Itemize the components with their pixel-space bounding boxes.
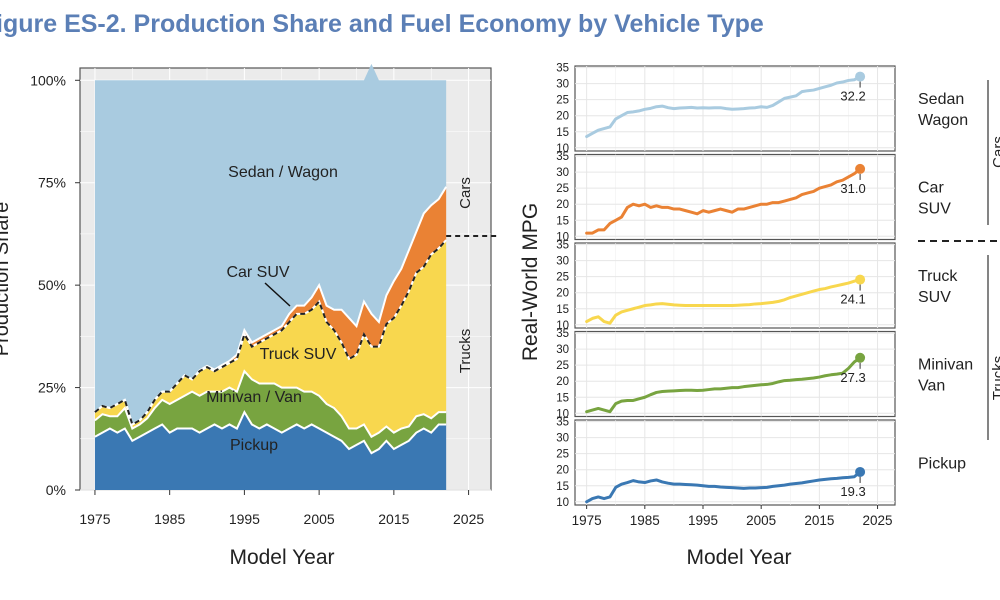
x-tick-label: 1985 [154,511,185,527]
label-truck-suv: Truck SUV [260,346,337,363]
x-tick-label: 1985 [630,513,660,528]
y-axis-title: Real-World MPG [519,203,542,361]
facet-y-tick-label: 15 [556,304,569,316]
facet-label-truck-suv: Truck [918,268,958,285]
final-point-sedan-wagon [855,71,866,82]
facet-y-tick-label: 20 [556,465,569,477]
facet-y-tick-label: 20 [556,111,569,123]
car-truck-divider-line [94,239,447,426]
boundary-line-minivan-van [94,369,447,439]
facet-y-tick-label: 10 [556,143,569,155]
area-truck-suv [94,240,447,437]
facet-y-tick-label: 35 [556,151,569,163]
facet-y-tick-label: 20 [556,288,569,300]
facet-y-tick-label: 30 [556,167,569,179]
facet-y-tick-label: 30 [556,344,569,356]
x-tick-label: 1995 [229,511,260,527]
final-value-label-car-suv: 31.0 [840,181,865,196]
x-tick-label: 1975 [572,513,602,528]
final-value-label-sedan-wagon: 32.2 [840,89,865,104]
y-tick-label: 0% [46,482,66,498]
group-label-trucks: Trucks [990,356,1000,400]
x-tick-label: 1975 [79,511,110,527]
production-share-chart: Sedan / Wagon Car SUV Truck SUV Minivan / V… [0,63,498,569]
mpg-line-pickup [585,470,862,504]
final-point-minivan-van [855,352,866,363]
facet-label-car-suv: SUV [918,201,951,218]
facet-y-tick-label: 35 [556,328,569,340]
mpg-line-car-suv [585,167,862,235]
facet-y-tick-label: 25 [556,95,569,107]
facet-panel-pickup [574,419,896,506]
label-sedan-wagon: Sedan / Wagon [228,164,338,181]
facet-y-tick-label: 10 [556,408,569,420]
facet-label-pickup: Pickup [918,456,966,473]
label-car-suv: Car SUV [226,264,289,281]
facet-y-tick-label: 35 [556,63,569,75]
x-tick-label: 2005 [746,513,776,528]
facet-y-tick-label: 25 [556,360,569,372]
facet-panel-truck-suv [574,242,896,329]
group-label-cars: Cars [457,177,474,209]
facet-panel-car-suv [574,153,896,241]
group-label-cars: Cars [990,136,1000,168]
facet-y-tick-label: 10 [556,231,569,243]
facet-label-minivan-van: Minivan [918,357,973,374]
boundary-line-pickup [94,410,447,455]
facet-label-sedan-wagon: Wagon [918,112,968,129]
mpg-line-truck-suv [585,278,862,325]
area-minivan-van [94,371,447,454]
group-label-trucks: Trucks [457,329,474,373]
facet-label-car-suv: Car [918,180,944,197]
x-tick-label: 2005 [304,511,335,527]
area-pickup [94,412,447,490]
final-point-pickup [855,466,866,477]
facet-y-tick-label: 15 [556,481,569,493]
facet-y-tick-label: 25 [556,183,569,195]
x-axis-title: Model Year [686,546,791,569]
final-point-truck-suv [855,274,866,285]
facet-label-minivan-van: Van [918,378,945,395]
facet-y-tick-label: 10 [556,497,569,509]
facet-y-tick-label: 20 [556,199,569,211]
facet-label-sedan-wagon: Sedan [918,91,964,108]
facet-y-tick-label: 15 [556,392,569,404]
x-tick-label: 2015 [804,513,834,528]
facet-y-tick-label: 25 [556,449,569,461]
final-point-car-suv [855,163,866,174]
x-axis-title: Model Year [229,546,334,569]
facet-y-tick-label: 15 [556,127,569,139]
final-value-label-truck-suv: 24.1 [840,292,865,307]
facet-y-tick-label: 10 [556,320,569,332]
facet-y-tick-label: 35 [556,417,569,429]
facet-y-tick-label: 30 [556,79,569,91]
facet-y-tick-label: 30 [556,433,569,445]
y-tick-label: 100% [30,72,66,88]
label-pickup: Pickup [230,437,278,454]
y-tick-label: 25% [38,380,66,396]
final-value-label-pickup: 19.3 [840,484,865,499]
facet-y-tick-label: 15 [556,215,569,227]
facet-y-tick-label: 25 [556,272,569,284]
y-tick-label: 50% [38,277,66,293]
mpg-line-sedan-wagon [585,75,862,139]
area-sedan-wagon [94,63,447,425]
mpg-line-minivan-van [585,356,862,414]
x-tick-label: 2025 [453,511,484,527]
facet-y-tick-label: 20 [556,376,569,388]
figure-title: igure ES-2. Production Share and Fuel Ec… [0,10,764,38]
facet-y-tick-label: 35 [556,240,569,252]
facet-y-tick-label: 30 [556,256,569,268]
facet-label-truck-suv: SUV [918,289,951,306]
x-tick-label: 2025 [863,513,893,528]
final-value-label-minivan-van: 27.3 [840,370,865,385]
label-minivan-van: Minivan / Van [206,389,302,406]
y-tick-label: 75% [38,175,66,191]
x-tick-label: 1995 [688,513,718,528]
x-tick-label: 2015 [378,511,409,527]
car-suv-leader-line [264,282,291,307]
y-axis-title: Production Share [0,202,13,357]
